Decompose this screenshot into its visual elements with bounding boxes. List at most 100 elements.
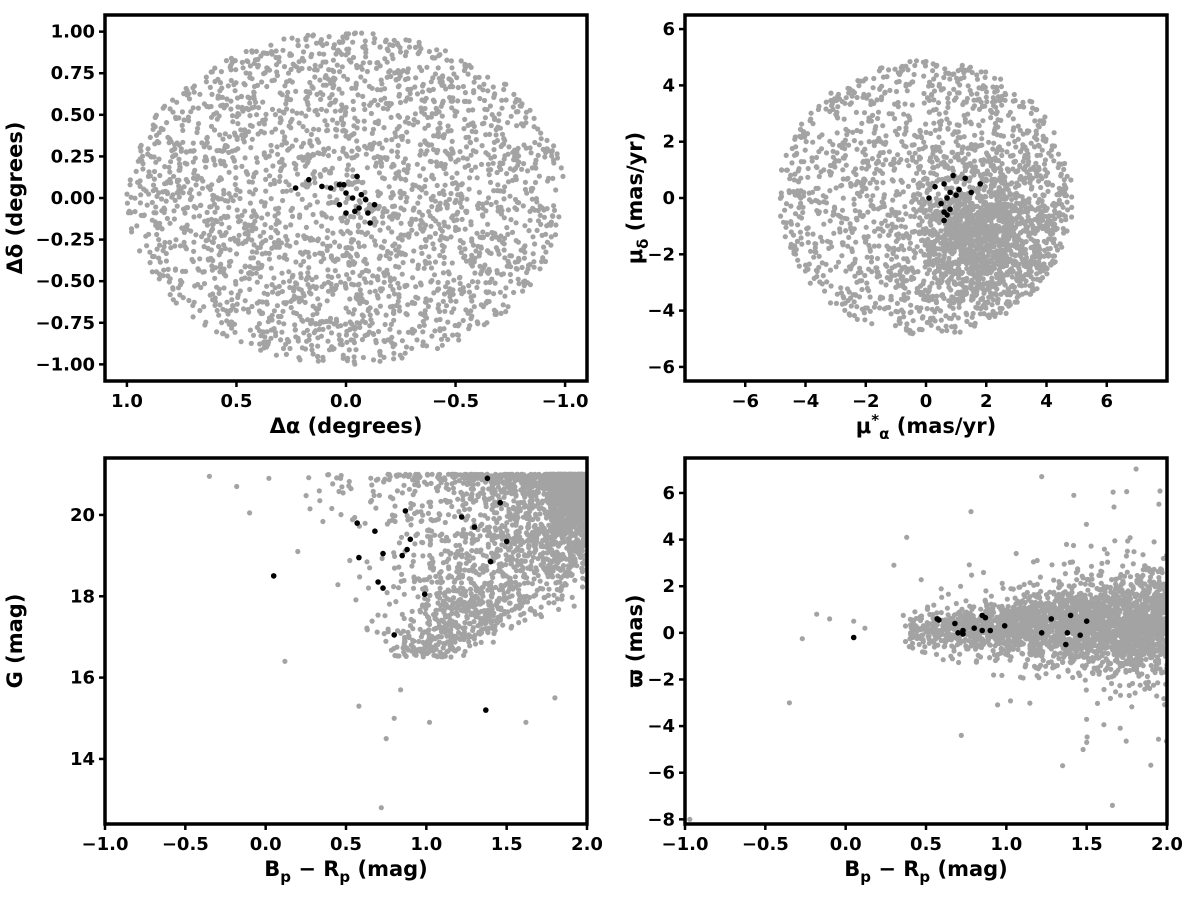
field-star-point [1042,157,1048,163]
field-star-point [877,233,883,239]
field-star-point [914,170,920,176]
field-star-point [179,225,185,231]
field-star-point [389,334,395,340]
field-star-point [479,235,485,241]
field-star-point [515,276,521,282]
field-star-point [431,246,437,252]
field-star-point [1035,142,1041,148]
field-star-point [479,212,486,218]
field-star-point [258,347,264,353]
field-star-point [886,268,892,275]
field-star-point [172,243,178,249]
field-star-point [472,255,478,261]
field-star-point [468,152,474,158]
field-star-point [211,127,218,133]
field-star-point [455,226,462,233]
field-star-point [372,288,378,294]
field-star-point [313,285,319,291]
field-star-point [1036,247,1042,253]
field-star-point [980,118,986,124]
field-star-point [862,272,868,279]
field-star-point [138,192,144,198]
field-star-point [1005,112,1012,118]
field-star-point [954,90,961,96]
field-star-point [441,254,447,260]
field-star-point [482,262,488,268]
field-star-point [1025,224,1031,230]
field-star-point [1023,175,1029,181]
field-star-point [196,213,203,219]
field-star-point [347,296,353,302]
field-star-point [165,273,171,279]
field-star-point [404,195,410,201]
field-star-point [255,245,261,251]
field-star-point [1014,289,1020,295]
field-star-point [542,154,548,160]
field-star-point [418,244,424,250]
field-star-point [360,354,366,361]
field-star-point [226,134,233,140]
field-star-point [353,347,359,353]
field-star-point [906,163,912,169]
field-star-point [402,156,408,162]
field-star-point [344,339,350,345]
field-star-point [268,181,274,187]
field-star-point [324,298,330,304]
field-star-point [366,83,372,89]
field-star-point [271,177,277,183]
field-star-point [510,149,516,155]
field-star-point [979,286,985,292]
field-star-point [325,279,331,285]
field-star-point [204,103,210,109]
field-star-point [951,312,957,318]
field-star-point [258,240,265,247]
field-star-point [812,241,818,247]
field-star-point [441,326,447,332]
field-star-point [216,290,222,296]
field-star-point [433,317,440,323]
field-star-point [350,54,357,61]
field-star-point [972,164,979,170]
field-star-point [315,358,321,364]
field-star-point [501,136,507,142]
field-star-point [228,290,234,296]
field-star-point [436,133,442,140]
field-star-point [361,101,367,107]
field-star-point [838,183,844,189]
field-star-point [316,139,322,145]
field-star-point [884,253,890,259]
field-star-point [187,148,193,154]
field-star-point [449,175,455,181]
field-star-point [249,136,255,142]
field-star-point [916,326,923,332]
field-star-point [436,221,442,227]
field-star-point [218,261,224,267]
field-star-point [254,82,261,88]
field-star-point [259,251,265,257]
field-star-point [167,106,173,112]
field-star-point [177,292,183,298]
field-star-point [474,230,480,236]
field-star-point [459,216,465,222]
field-star-point [367,289,373,295]
field-star-point [1039,147,1045,153]
field-star-point [389,190,396,196]
field-star-point [381,354,387,360]
field-star-point [466,107,472,113]
field-star-point [1011,159,1017,165]
field-star-point [969,69,975,76]
field-star-point [247,95,253,101]
field-star-point [162,239,168,246]
field-star-point [393,302,400,309]
field-star-point [344,358,350,364]
field-star-point [376,266,382,272]
field-star-point [426,48,432,55]
field-star-point [551,160,557,166]
field-star-point [484,107,490,113]
field-star-point [791,177,797,183]
field-star-point [468,219,474,225]
field-star-point [381,125,387,131]
field-star-point [366,329,372,335]
field-star-point [902,101,908,107]
field-star-point [968,282,974,288]
